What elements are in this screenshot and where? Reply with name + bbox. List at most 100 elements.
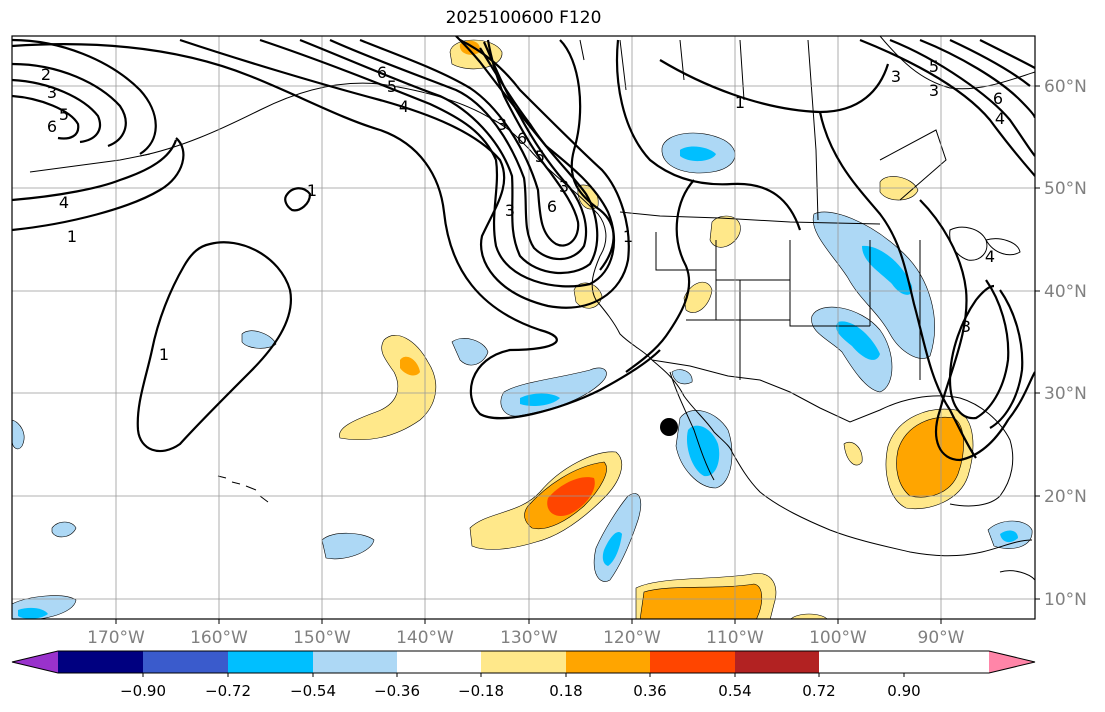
contour-label: 1 [67,227,77,246]
shade-orange-region [639,583,763,619]
contour-label: 5 [929,57,939,76]
colorbar-cell [650,651,735,673]
colorbar-cell [143,651,228,673]
gulf-coast [879,395,1014,507]
colorbar-label: 0.54 [718,682,751,700]
colorbar-extend-max [989,651,1035,673]
shade-yellow-region [843,442,863,466]
shade-blue-region [811,306,893,393]
shade-red-core [547,477,595,517]
colorbar-label: 0.36 [633,682,666,700]
contour-label-group: 2 3 5 6 4 1 1 1 6 5 4 3 6 3 1 3 6 5 3 4 … [41,57,1005,364]
lat-tick-label: 10°N [1044,590,1087,610]
shade-blue-core [602,531,622,566]
baja-coast [651,359,733,453]
contour-label: 3 [505,201,515,220]
lat-tick-label: 20°N [1044,487,1087,507]
state-lines [655,232,921,380]
shade-yellow-region [790,613,828,619]
canada-interior [579,39,947,221]
shade-blue-region [671,369,693,385]
shade-blue-core [18,607,48,619]
contour-label: 5 [59,105,69,124]
shade-blue-core [1000,530,1018,543]
shade-orange-core [400,356,420,376]
contour-label: 1 [159,345,169,364]
lat-tick-label: 60°N [1044,77,1087,97]
lon-tick-label: 150°W [293,628,351,648]
colorbar-cell [481,651,566,673]
map-frame [11,35,1036,620]
contour-label: 1 [307,181,317,200]
shade-yellow-region [683,281,713,313]
contour-label: 3 [929,81,939,100]
contour-label: 4 [399,97,409,116]
map-title: 2025100600 F120 [445,8,602,28]
hawaii-islands [217,475,269,503]
lon-tick-label: 130°W [500,628,558,648]
map-panel: 2 3 5 6 4 1 1 1 6 5 4 3 6 3 1 3 6 5 3 4 … [12,36,1035,619]
colorbar-label: −0.54 [290,682,336,700]
lon-tick-label: 120°W [603,628,661,648]
shade-blue-region [241,330,277,349]
contour-label: 6 [993,89,1003,108]
mexico-coast [731,451,1033,557]
lat-tick-labels: 60°N 50°N 40°N 30°N 20°N 10°N [1044,77,1087,610]
shade-blue-region [321,532,375,560]
contour-label: 3 [47,83,57,102]
lat-tick-label: 40°N [1044,282,1087,302]
lon-tick-marks [115,85,1040,624]
contour-label: 1 [735,93,745,112]
shade-blue-region [51,521,77,538]
contour-label: 3 [961,317,971,336]
contour-label: 3 [497,115,507,134]
colorbar-label: −0.36 [374,682,420,700]
canada-us-border [619,211,881,225]
lon-tick-label: 100°W [809,628,867,648]
shade-blue-region [12,419,25,450]
lon-tick-label: 140°W [396,628,454,648]
contour-label: 2 [41,65,51,84]
lon-tick-label: 160°W [190,628,248,648]
contour-label: 4 [985,247,995,266]
contour-label: 1 [623,227,633,246]
colorbar-cell [566,651,650,673]
lon-tick-labels: 170°W 160°W 150°W 140°W 130°W 120°W 110°… [87,628,965,648]
colorbar-cell [313,651,397,673]
contour-label: 6 [47,117,57,136]
shade-blue-core [836,321,880,360]
colorbar-cell [397,651,481,673]
lat-tick-label: 50°N [1044,179,1087,199]
shade-blue-region [451,338,489,366]
contour-label: 4 [995,109,1005,128]
aleutian-chain [29,153,151,173]
colorbar-label: 0.90 [887,682,920,700]
baja-peninsula [669,371,715,481]
colorbar-cell [228,651,313,673]
shade-yellow-region [709,215,741,248]
colorbar-cell [58,651,143,673]
contour-label: 3 [559,177,569,196]
shade-blue-core [862,245,913,295]
colorbar-ticks [142,673,905,677]
contour-label: 4 [59,193,69,212]
storm-location-marker [660,418,678,436]
shade-blue-core [680,146,716,162]
colorbar-cell [735,651,819,673]
colorbar: −0.90 −0.72 −0.54 −0.36 −0.18 0.18 0.36 … [11,650,1036,700]
contour-label: 3 [891,67,901,86]
colorbar-outline [11,650,1036,674]
colorbar-label: −0.72 [205,682,251,700]
contour-label: 6 [377,63,387,82]
colorbar-cells [12,651,1035,673]
shade-blue-core [686,425,720,477]
colorbar-label: 0.72 [802,682,835,700]
lon-tick-label: 90°W [918,628,965,648]
lon-tick-label: 110°W [706,628,764,648]
contour-label: 6 [517,129,527,148]
shade-blue-region [812,211,935,359]
contour-label: 6 [547,197,557,216]
colorbar-extend-min [12,651,58,673]
shade-orange-region [896,416,964,498]
